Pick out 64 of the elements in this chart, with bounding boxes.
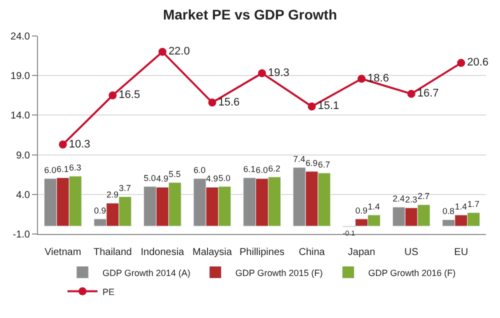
point — [358, 74, 366, 83]
y-tick-label: 24.0 — [10, 32, 30, 42]
data-label: 5.0 — [144, 172, 156, 183]
data-label: 0.9 — [94, 205, 106, 216]
data-label: 6.0 — [256, 164, 268, 175]
data-label: 5.0 — [218, 172, 231, 183]
point — [308, 102, 316, 110]
data-label: 2.4 — [392, 193, 405, 204]
point — [258, 69, 266, 78]
data-label: 6.2 — [268, 163, 280, 174]
data-label: 2.9 — [106, 190, 119, 200]
data-label: 1.7 — [467, 199, 480, 210]
data-label: 7.4 — [293, 154, 306, 164]
x-tick-label: Vietnam — [44, 247, 82, 258]
data-label: 10.3 — [68, 138, 90, 150]
x-tick-label: Phillipines — [239, 247, 285, 258]
x-tick-label: US — [404, 247, 419, 258]
data-label: 6.1 — [243, 164, 256, 174]
data-label: 4.9 — [156, 174, 168, 184]
legend-label: PE — [102, 286, 115, 297]
point — [457, 58, 466, 67]
y-tick-label: -1.0 — [12, 230, 30, 240]
data-label: 16.5 — [118, 89, 140, 102]
legend-label: GDP Growth 2015 (F) — [235, 268, 323, 278]
x-tick-label: China — [298, 247, 326, 258]
data-label: 22.0 — [168, 46, 190, 58]
data-label: 6.0 — [44, 164, 56, 175]
legend-label: GDP Growth 2014 (A) — [102, 268, 190, 278]
data-label: 2.7 — [418, 191, 430, 202]
data-label: 15.6 — [218, 96, 240, 108]
data-label: 6.1 — [56, 164, 69, 174]
data-label: 16.7 — [417, 88, 439, 100]
data-label: 15.1 — [318, 100, 340, 112]
data-label: 20.6 — [467, 56, 489, 69]
x-tick-label: EU — [454, 247, 468, 258]
x-tick-label: Malaysia — [192, 247, 232, 258]
legend-label: GDP Growth 2016 (F) — [368, 268, 456, 278]
data-label: 0.9 — [355, 205, 368, 216]
y-tick-label: 4.0 — [16, 190, 30, 201]
y-tick-label: 19.0 — [10, 71, 30, 82]
data-label: 1.4 — [454, 201, 468, 212]
point — [208, 98, 216, 107]
y-tick-label: 9.0 — [16, 150, 30, 162]
data-label: 6.9 — [306, 158, 318, 168]
point — [158, 48, 166, 56]
x-tick-label: Japan — [348, 247, 376, 258]
y-tick-label: 14.0 — [10, 110, 30, 122]
data-label: 18.6 — [368, 72, 389, 85]
point — [58, 140, 67, 148]
data-label: 0.8 — [442, 206, 455, 216]
point — [108, 91, 117, 100]
data-label: 6.0 — [194, 164, 206, 175]
data-label: 5.5 — [168, 168, 181, 179]
x-tick-label: Thailand — [93, 247, 132, 258]
x-tick-label: Indonesia — [140, 247, 185, 258]
chart-title: Market PE vs GDP Growth — [162, 6, 338, 22]
data-label: 2.3 — [405, 194, 418, 204]
data-label: 19.3 — [268, 66, 290, 79]
data-label: 1.4 — [368, 201, 380, 212]
data-label: 6.3 — [69, 162, 82, 173]
data-label: 3.7 — [118, 183, 132, 194]
data-label: 4.9 — [206, 174, 218, 184]
data-label: 6.7 — [318, 159, 330, 170]
point — [407, 90, 416, 98]
